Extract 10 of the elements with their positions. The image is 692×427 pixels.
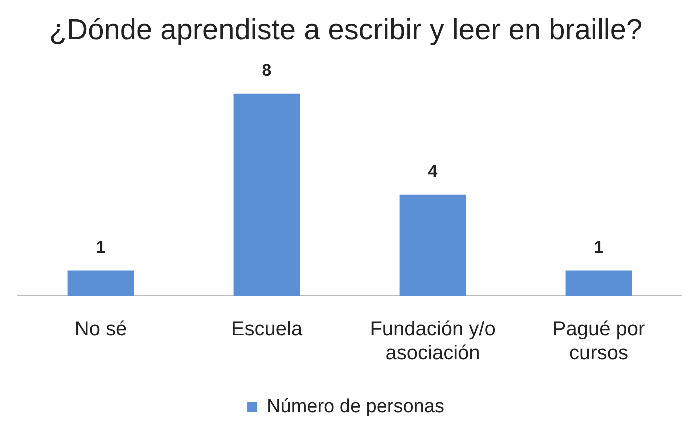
x-tick-label: No sé <box>74 318 128 341</box>
chart-title: ¿Dónde aprendiste a escribir y leer en braille? <box>49 14 643 46</box>
x-tick-label: Fundación y/o asociación <box>370 318 496 365</box>
x-tick-label: Pagué por cursos <box>552 318 646 365</box>
data-label: 1 <box>96 238 106 257</box>
data-label: 1 <box>594 238 604 257</box>
data-label: 4 <box>428 162 438 182</box>
legend-label: Número de personas <box>267 396 444 418</box>
x-tick-label: Escuela <box>231 318 304 341</box>
data-label: 8 <box>262 60 272 80</box>
